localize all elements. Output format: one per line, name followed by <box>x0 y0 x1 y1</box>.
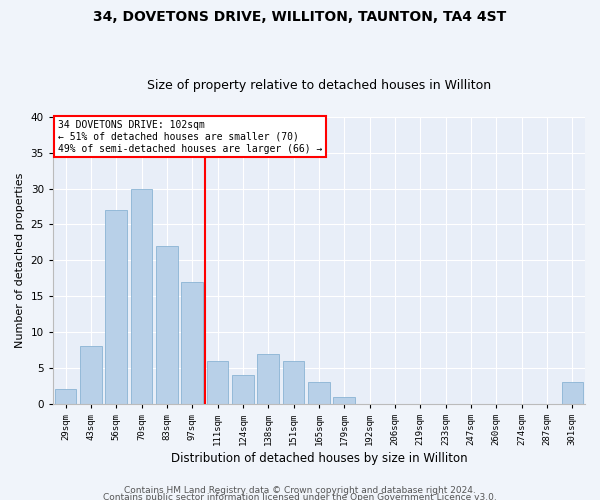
Bar <box>156 246 178 404</box>
Bar <box>334 396 355 404</box>
Bar <box>131 188 152 404</box>
Text: Contains public sector information licensed under the Open Government Licence v3: Contains public sector information licen… <box>103 494 497 500</box>
Bar <box>308 382 329 404</box>
Bar <box>207 360 229 404</box>
Bar <box>232 375 254 404</box>
Bar <box>283 360 304 404</box>
Bar <box>181 282 203 404</box>
Bar <box>55 390 76 404</box>
Y-axis label: Number of detached properties: Number of detached properties <box>15 172 25 348</box>
Text: 34 DOVETONS DRIVE: 102sqm
← 51% of detached houses are smaller (70)
49% of semi-: 34 DOVETONS DRIVE: 102sqm ← 51% of detac… <box>58 120 322 154</box>
Bar <box>562 382 583 404</box>
Bar <box>106 210 127 404</box>
Text: Contains HM Land Registry data © Crown copyright and database right 2024.: Contains HM Land Registry data © Crown c… <box>124 486 476 495</box>
X-axis label: Distribution of detached houses by size in Williton: Distribution of detached houses by size … <box>170 452 467 465</box>
Text: 34, DOVETONS DRIVE, WILLITON, TAUNTON, TA4 4ST: 34, DOVETONS DRIVE, WILLITON, TAUNTON, T… <box>94 10 506 24</box>
Title: Size of property relative to detached houses in Williton: Size of property relative to detached ho… <box>147 79 491 92</box>
Bar <box>80 346 101 404</box>
Bar <box>257 354 279 404</box>
